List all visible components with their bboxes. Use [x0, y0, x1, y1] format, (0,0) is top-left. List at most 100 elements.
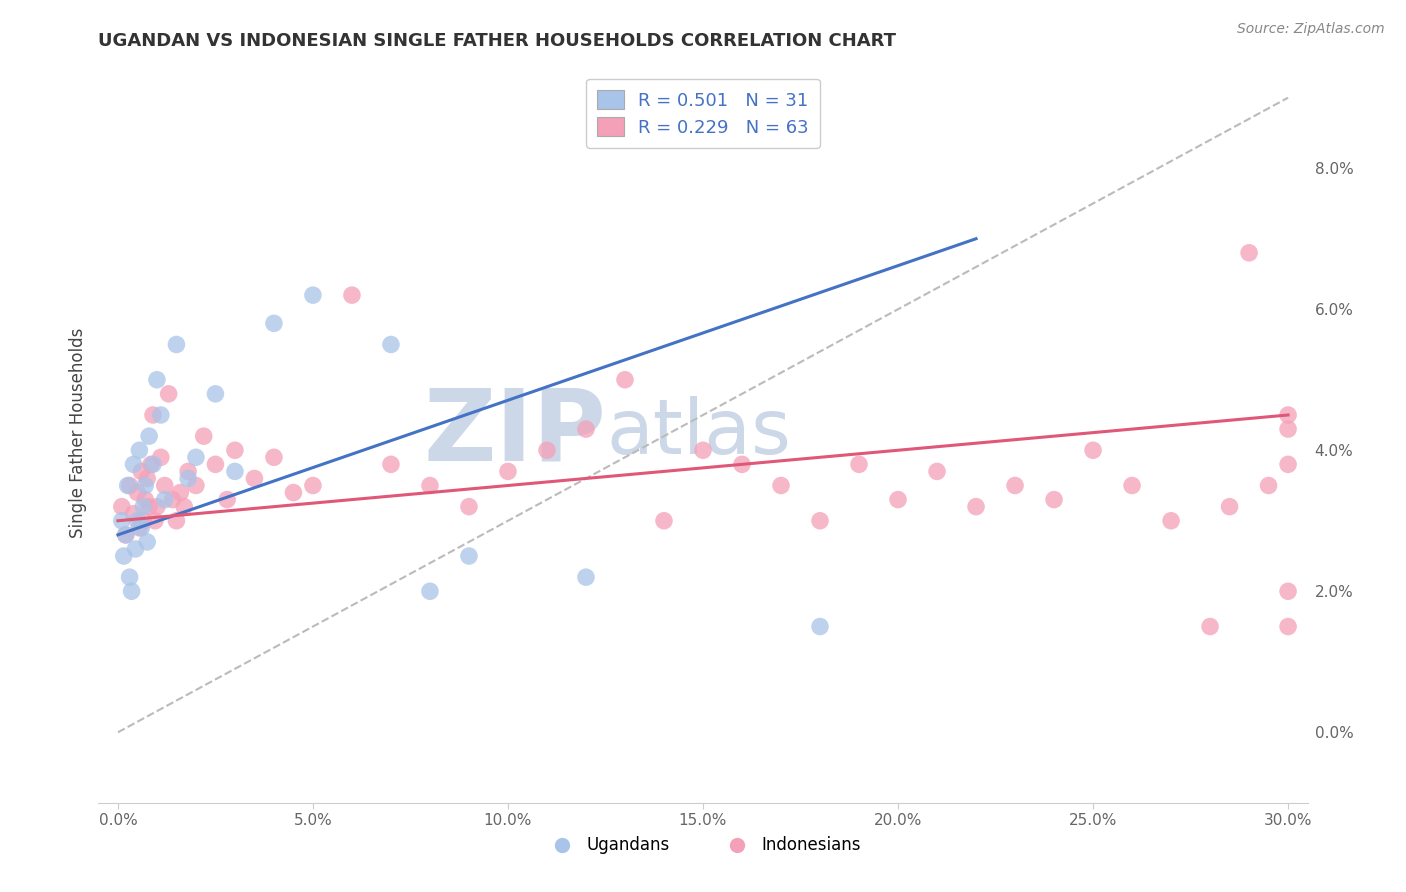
Point — [162, 492, 184, 507]
Point — [204, 387, 226, 401]
Point — [143, 514, 166, 528]
Point — [1121, 478, 1143, 492]
Point — [157, 387, 180, 401]
Point — [122, 458, 145, 472]
Point — [769, 478, 792, 492]
Point — [380, 458, 402, 472]
Point — [111, 500, 134, 514]
Point — [165, 514, 187, 528]
Point — [149, 408, 172, 422]
Point — [340, 288, 363, 302]
Point — [283, 485, 305, 500]
Point — [1257, 478, 1279, 492]
Text: Source: ZipAtlas.com: Source: ZipAtlas.com — [1237, 22, 1385, 37]
Point — [146, 373, 169, 387]
Point — [204, 458, 226, 472]
Point — [302, 288, 325, 302]
Text: atlas: atlas — [606, 396, 792, 469]
Point — [169, 485, 191, 500]
Point — [1219, 500, 1241, 514]
Point — [117, 478, 139, 492]
Point — [1160, 514, 1182, 528]
Point — [652, 514, 675, 528]
Point — [419, 478, 441, 492]
Point — [1277, 408, 1299, 422]
Point — [263, 450, 285, 465]
Point — [217, 492, 239, 507]
Point — [177, 464, 200, 478]
Point — [614, 373, 637, 387]
Point — [1277, 458, 1299, 472]
Text: UGANDAN VS INDONESIAN SINGLE FATHER HOUSEHOLDS CORRELATION CHART: UGANDAN VS INDONESIAN SINGLE FATHER HOUS… — [98, 32, 897, 50]
Point — [536, 443, 558, 458]
Point — [458, 500, 481, 514]
Point — [142, 408, 165, 422]
Point — [193, 429, 215, 443]
Point — [243, 471, 266, 485]
Point — [118, 570, 141, 584]
Point — [138, 429, 160, 443]
Point — [138, 500, 160, 514]
Point — [122, 507, 145, 521]
Point — [496, 464, 519, 478]
Point — [134, 478, 156, 492]
Point — [146, 500, 169, 514]
Point — [111, 514, 134, 528]
Point — [184, 478, 207, 492]
Point — [121, 584, 143, 599]
Legend: Ugandans, Indonesians: Ugandans, Indonesians — [538, 830, 868, 861]
Point — [132, 500, 155, 514]
Point — [136, 471, 159, 485]
Text: ZIP: ZIP — [423, 384, 606, 481]
Point — [302, 478, 325, 492]
Point — [575, 570, 598, 584]
Point — [1081, 443, 1104, 458]
Point — [153, 478, 176, 492]
Point — [153, 492, 176, 507]
Point — [925, 464, 948, 478]
Point — [380, 337, 402, 351]
Point — [132, 514, 155, 528]
Point — [124, 541, 146, 556]
Point — [575, 422, 598, 436]
Point — [458, 549, 481, 563]
Point — [127, 514, 149, 528]
Point — [173, 500, 195, 514]
Point — [177, 471, 200, 485]
Point — [114, 528, 136, 542]
Point — [1277, 422, 1299, 436]
Point — [808, 514, 831, 528]
Point — [731, 458, 754, 472]
Point — [131, 464, 153, 478]
Point — [224, 443, 246, 458]
Point — [142, 458, 165, 472]
Point — [224, 464, 246, 478]
Point — [118, 478, 141, 492]
Point — [419, 584, 441, 599]
Point — [808, 619, 831, 633]
Point — [1277, 584, 1299, 599]
Point — [1237, 245, 1260, 260]
Point — [887, 492, 910, 507]
Point — [692, 443, 714, 458]
Point — [127, 485, 149, 500]
Point — [112, 549, 135, 563]
Point — [1277, 619, 1299, 633]
Point — [848, 458, 870, 472]
Point — [131, 521, 153, 535]
Point — [263, 316, 285, 330]
Point — [139, 458, 162, 472]
Point — [149, 450, 172, 465]
Point — [1199, 619, 1222, 633]
Point — [136, 535, 159, 549]
Point — [184, 450, 207, 465]
Point — [128, 443, 150, 458]
Y-axis label: Single Father Households: Single Father Households — [69, 327, 87, 538]
Point — [965, 500, 987, 514]
Point — [134, 492, 156, 507]
Point — [1004, 478, 1026, 492]
Point — [114, 528, 136, 542]
Point — [128, 521, 150, 535]
Point — [1043, 492, 1066, 507]
Point — [165, 337, 187, 351]
